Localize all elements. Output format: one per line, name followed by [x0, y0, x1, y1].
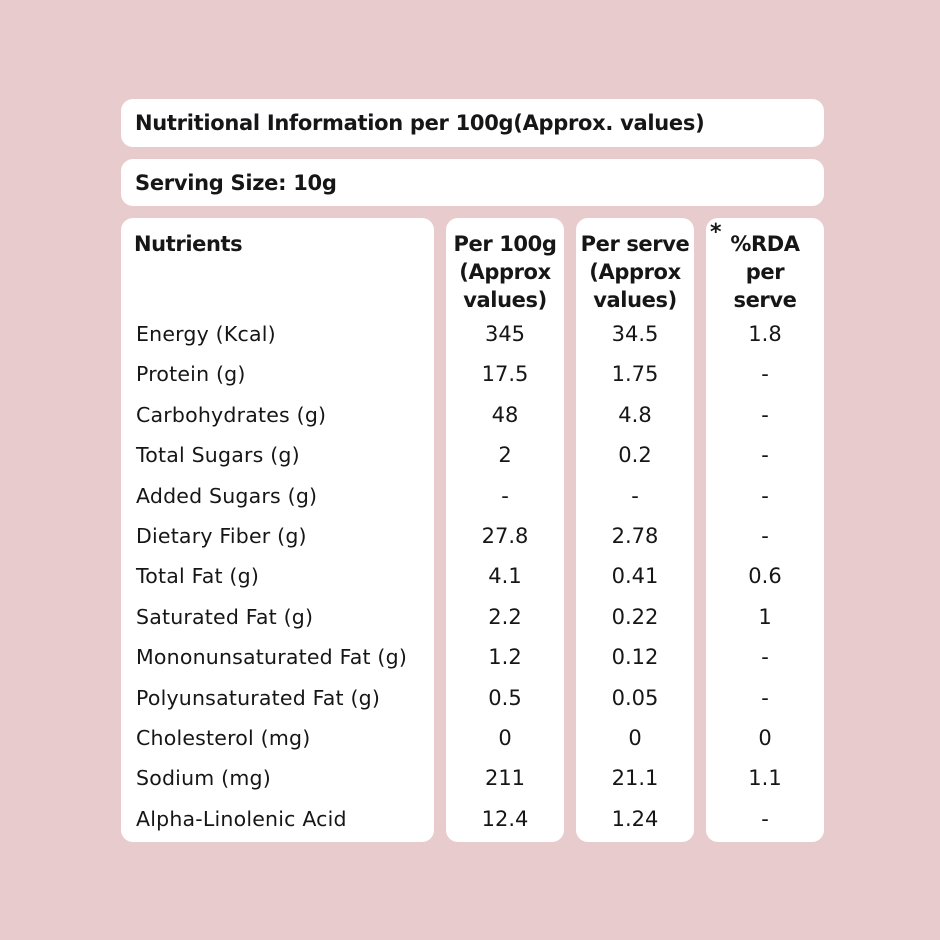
table-cell-nutrient: Carbohydrates (g) [136, 402, 327, 427]
table-cell-nutrient: Total Fat (g) [136, 564, 260, 589]
column-header-rda: %RDA per serve [730, 232, 800, 312]
per-100g-rows: 345 17.5 48 2 - 27.8 4.1 2.2 1.2 0.5 0 211 12.4 [446, 314, 564, 839]
table-cell-rda: - [761, 645, 769, 670]
table-cell-nutrient: Alpha-Linolenic Acid [136, 806, 347, 831]
table-cell-per-serve: 0 [628, 725, 642, 750]
rda-column: * %RDA per serve 1.8 - - - - - 0.6 1 - - 0 1.1 - [706, 218, 824, 842]
table-cell-rda: 1 [758, 604, 772, 629]
table-cell-rda: - [761, 523, 769, 548]
table-cell-per-serve: 0.22 [611, 604, 659, 629]
table-cell-per-serve: 4.8 [618, 402, 652, 427]
table-cell-per-100g: 211 [484, 766, 526, 791]
nutrients-rows: Energy (Kcal) Protein (g) Carbohydrates (g… [121, 314, 434, 839]
table-cell-per-100g: 12.4 [481, 806, 529, 831]
table-cell-nutrient: Dietary Fiber (g) [136, 523, 307, 548]
per-serve-column: Per serve (Approx values) 34.5 1.75 4.8 0.2… [576, 218, 694, 842]
table-cell-per-100g: 0.5 [488, 685, 522, 710]
table-cell-rda: - [761, 443, 769, 468]
rda-rows: 1.8 - - - - - 0.6 1 - - 0 1.1 - [706, 314, 824, 839]
table-cell-nutrient: Energy (Kcal) [136, 322, 276, 346]
table-cell-nutrient: Cholesterol (mg) [136, 725, 311, 750]
table-cell-per-serve: 0.41 [611, 564, 659, 589]
title-bar: Nutritional Information per 100g(Approx.… [121, 99, 824, 147]
serving-size-bar: Serving Size: 10g [121, 159, 824, 206]
table-cell-nutrient: Added Sugars (g) [136, 483, 318, 508]
table-cell-per-serve: 0.05 [611, 685, 659, 710]
table-cell-nutrient: Saturated Fat (g) [136, 604, 314, 629]
table-cell-per-serve: 21.1 [611, 766, 659, 791]
table-cell-per-serve: 1.75 [611, 362, 659, 387]
table-cell-per-100g: 48 [491, 402, 519, 427]
nutrients-column: Nutrients Energy (Kcal) Protein (g) Carboh… [121, 218, 434, 842]
table-cell-per-100g: 2.2 [488, 604, 522, 629]
table-cell-rda: - [761, 806, 769, 831]
table-cell-per-serve: - [631, 483, 639, 508]
per-serve-rows: 34.5 1.75 4.8 0.2 - 2.78 0.41 0.22 0.12 0.05 0 21.1… [576, 314, 694, 839]
serving-size-label: Serving Size: 10g [135, 170, 337, 195]
table-cell-per-100g: 4.1 [488, 564, 522, 589]
table-cell-nutrient: Mononunsaturated Fat (g) [136, 645, 408, 670]
table-cell-nutrient: Protein (g) [136, 362, 246, 387]
table-cell-per-100g: - [501, 483, 509, 508]
table-cell-rda: - [761, 685, 769, 710]
table-cell-per-serve: 34.5 [611, 322, 659, 346]
table-cell-per-100g: 17.5 [481, 362, 529, 387]
table-cell-per-serve: 1.24 [611, 806, 659, 831]
table-cell-per-100g: 345 [484, 322, 526, 346]
table-cell-per-100g: 27.8 [481, 523, 529, 548]
table-cell-rda: - [761, 402, 769, 427]
table-cell-per-serve: 0.12 [611, 645, 659, 670]
table-cell-per-serve: 2.78 [611, 523, 659, 548]
table-cell-nutrient: Total Sugars (g) [136, 443, 300, 468]
table-cell-nutrient: Sodium (mg) [136, 766, 271, 791]
table-cell-per-100g: 0 [498, 725, 512, 750]
table-cell-rda: 1.8 [748, 322, 782, 346]
table-cell-rda: - [761, 362, 769, 387]
column-header-nutrients: Nutrients [134, 232, 243, 256]
column-header-per-100g: Per 100g (Approx values) [453, 232, 557, 312]
table-cell-rda: 0 [758, 725, 772, 750]
table-cell-per-serve: 0.2 [618, 443, 652, 468]
table-cell-per-100g: 2 [498, 443, 512, 468]
page-title: Nutritional Information per 100g(Approx.… [135, 111, 705, 135]
table-cell-rda: 0.6 [748, 564, 782, 589]
table-cell-rda: 1.1 [748, 766, 782, 791]
column-header-per-serve: Per serve (Approx values) [580, 232, 690, 312]
per-100g-column: Per 100g (Approx values) 345 17.5 48 2 - 27.8… [446, 218, 564, 842]
table-cell-rda: - [761, 483, 769, 508]
asterisk-marker: * [710, 220, 722, 245]
table-cell-nutrient: Polyunsaturated Fat (g) [136, 685, 381, 710]
table-cell-per-100g: 1.2 [488, 645, 522, 670]
